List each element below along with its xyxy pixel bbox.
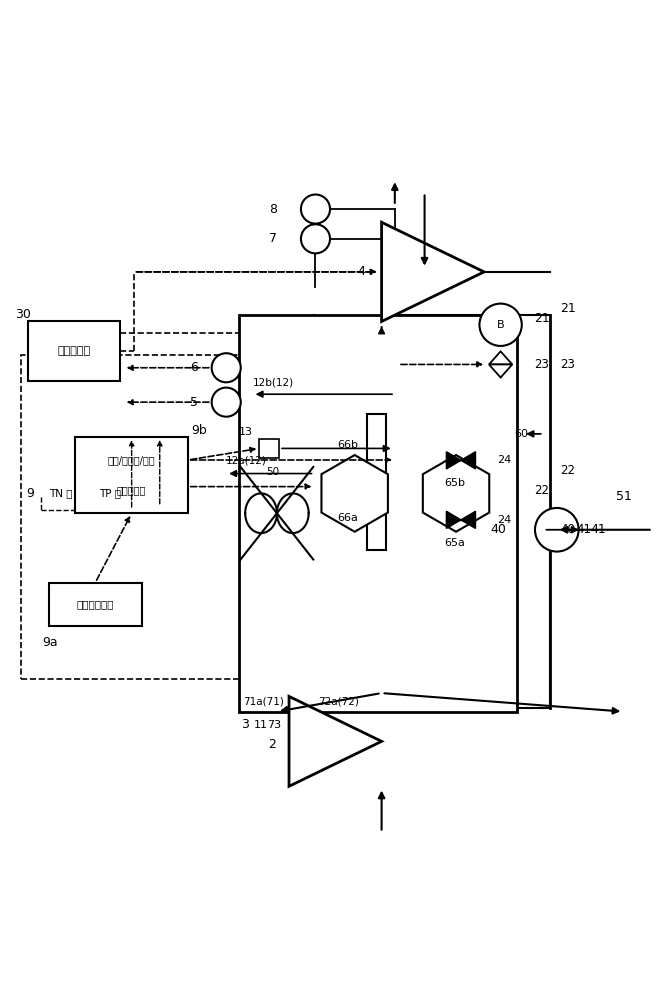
- Text: 40: 40: [560, 523, 575, 536]
- Text: TN 计: TN 计: [49, 488, 72, 498]
- Text: 51: 51: [616, 490, 632, 503]
- Text: 21: 21: [560, 302, 576, 315]
- Bar: [28, 321, 120, 381]
- Text: 23: 23: [534, 358, 548, 371]
- Polygon shape: [461, 511, 475, 528]
- Text: 41: 41: [576, 523, 592, 536]
- Text: 40: 40: [491, 523, 507, 536]
- Polygon shape: [321, 455, 388, 532]
- Polygon shape: [461, 452, 475, 469]
- Text: 9a: 9a: [42, 636, 58, 649]
- Text: 24: 24: [497, 515, 511, 525]
- Text: 23: 23: [560, 358, 575, 371]
- Bar: [76, 437, 188, 513]
- Text: 切换判定部: 切换判定部: [117, 485, 146, 495]
- Text: 8: 8: [269, 203, 277, 216]
- Circle shape: [212, 388, 241, 417]
- Text: 21: 21: [534, 312, 549, 325]
- Text: 66b: 66b: [337, 440, 359, 450]
- Text: 12a(12): 12a(12): [226, 455, 267, 465]
- Text: 30: 30: [15, 308, 31, 321]
- Text: TP 计: TP 计: [99, 488, 122, 498]
- Text: 41: 41: [590, 523, 606, 536]
- Text: 71a(71): 71a(71): [243, 697, 284, 707]
- Circle shape: [212, 353, 241, 382]
- Polygon shape: [489, 351, 512, 364]
- Text: 9b: 9b: [191, 424, 207, 437]
- Polygon shape: [289, 696, 382, 786]
- Bar: [259, 439, 279, 458]
- Polygon shape: [446, 511, 461, 528]
- Text: 66a: 66a: [337, 513, 358, 523]
- Text: 73: 73: [267, 720, 282, 730]
- Text: 24: 24: [497, 455, 511, 465]
- Polygon shape: [423, 455, 489, 532]
- Text: B: B: [497, 320, 505, 330]
- Circle shape: [301, 224, 330, 253]
- Text: 7: 7: [269, 232, 277, 245]
- Circle shape: [301, 195, 330, 224]
- Text: 风量控制器: 风量控制器: [58, 346, 91, 356]
- Bar: [367, 414, 386, 477]
- Text: 65b: 65b: [444, 478, 465, 488]
- Text: 6: 6: [190, 361, 198, 374]
- Bar: [21, 355, 484, 679]
- Circle shape: [535, 508, 578, 552]
- Text: 厌氧/微好氧/好氧: 厌氧/微好氧/好氧: [108, 455, 155, 465]
- Polygon shape: [446, 452, 461, 469]
- Bar: [240, 315, 517, 712]
- Text: 2: 2: [268, 738, 276, 751]
- Text: 72a(72): 72a(72): [317, 697, 359, 707]
- Text: 22: 22: [534, 484, 548, 497]
- Bar: [49, 583, 141, 626]
- Text: 4: 4: [357, 265, 365, 278]
- Text: 65a: 65a: [444, 538, 465, 548]
- Bar: [367, 487, 386, 550]
- Text: 5: 5: [190, 396, 198, 409]
- Text: 目标值设定器: 目标值设定器: [76, 599, 114, 609]
- Polygon shape: [489, 364, 512, 378]
- Text: 3: 3: [241, 718, 248, 731]
- Text: 50: 50: [266, 467, 279, 477]
- Text: 13: 13: [238, 427, 253, 437]
- Circle shape: [479, 304, 522, 346]
- Text: 11: 11: [254, 720, 268, 730]
- Text: 9: 9: [27, 487, 35, 500]
- Text: 22: 22: [560, 464, 575, 477]
- Text: 60: 60: [514, 429, 528, 439]
- Text: 12b(12): 12b(12): [253, 377, 293, 387]
- Polygon shape: [382, 222, 484, 321]
